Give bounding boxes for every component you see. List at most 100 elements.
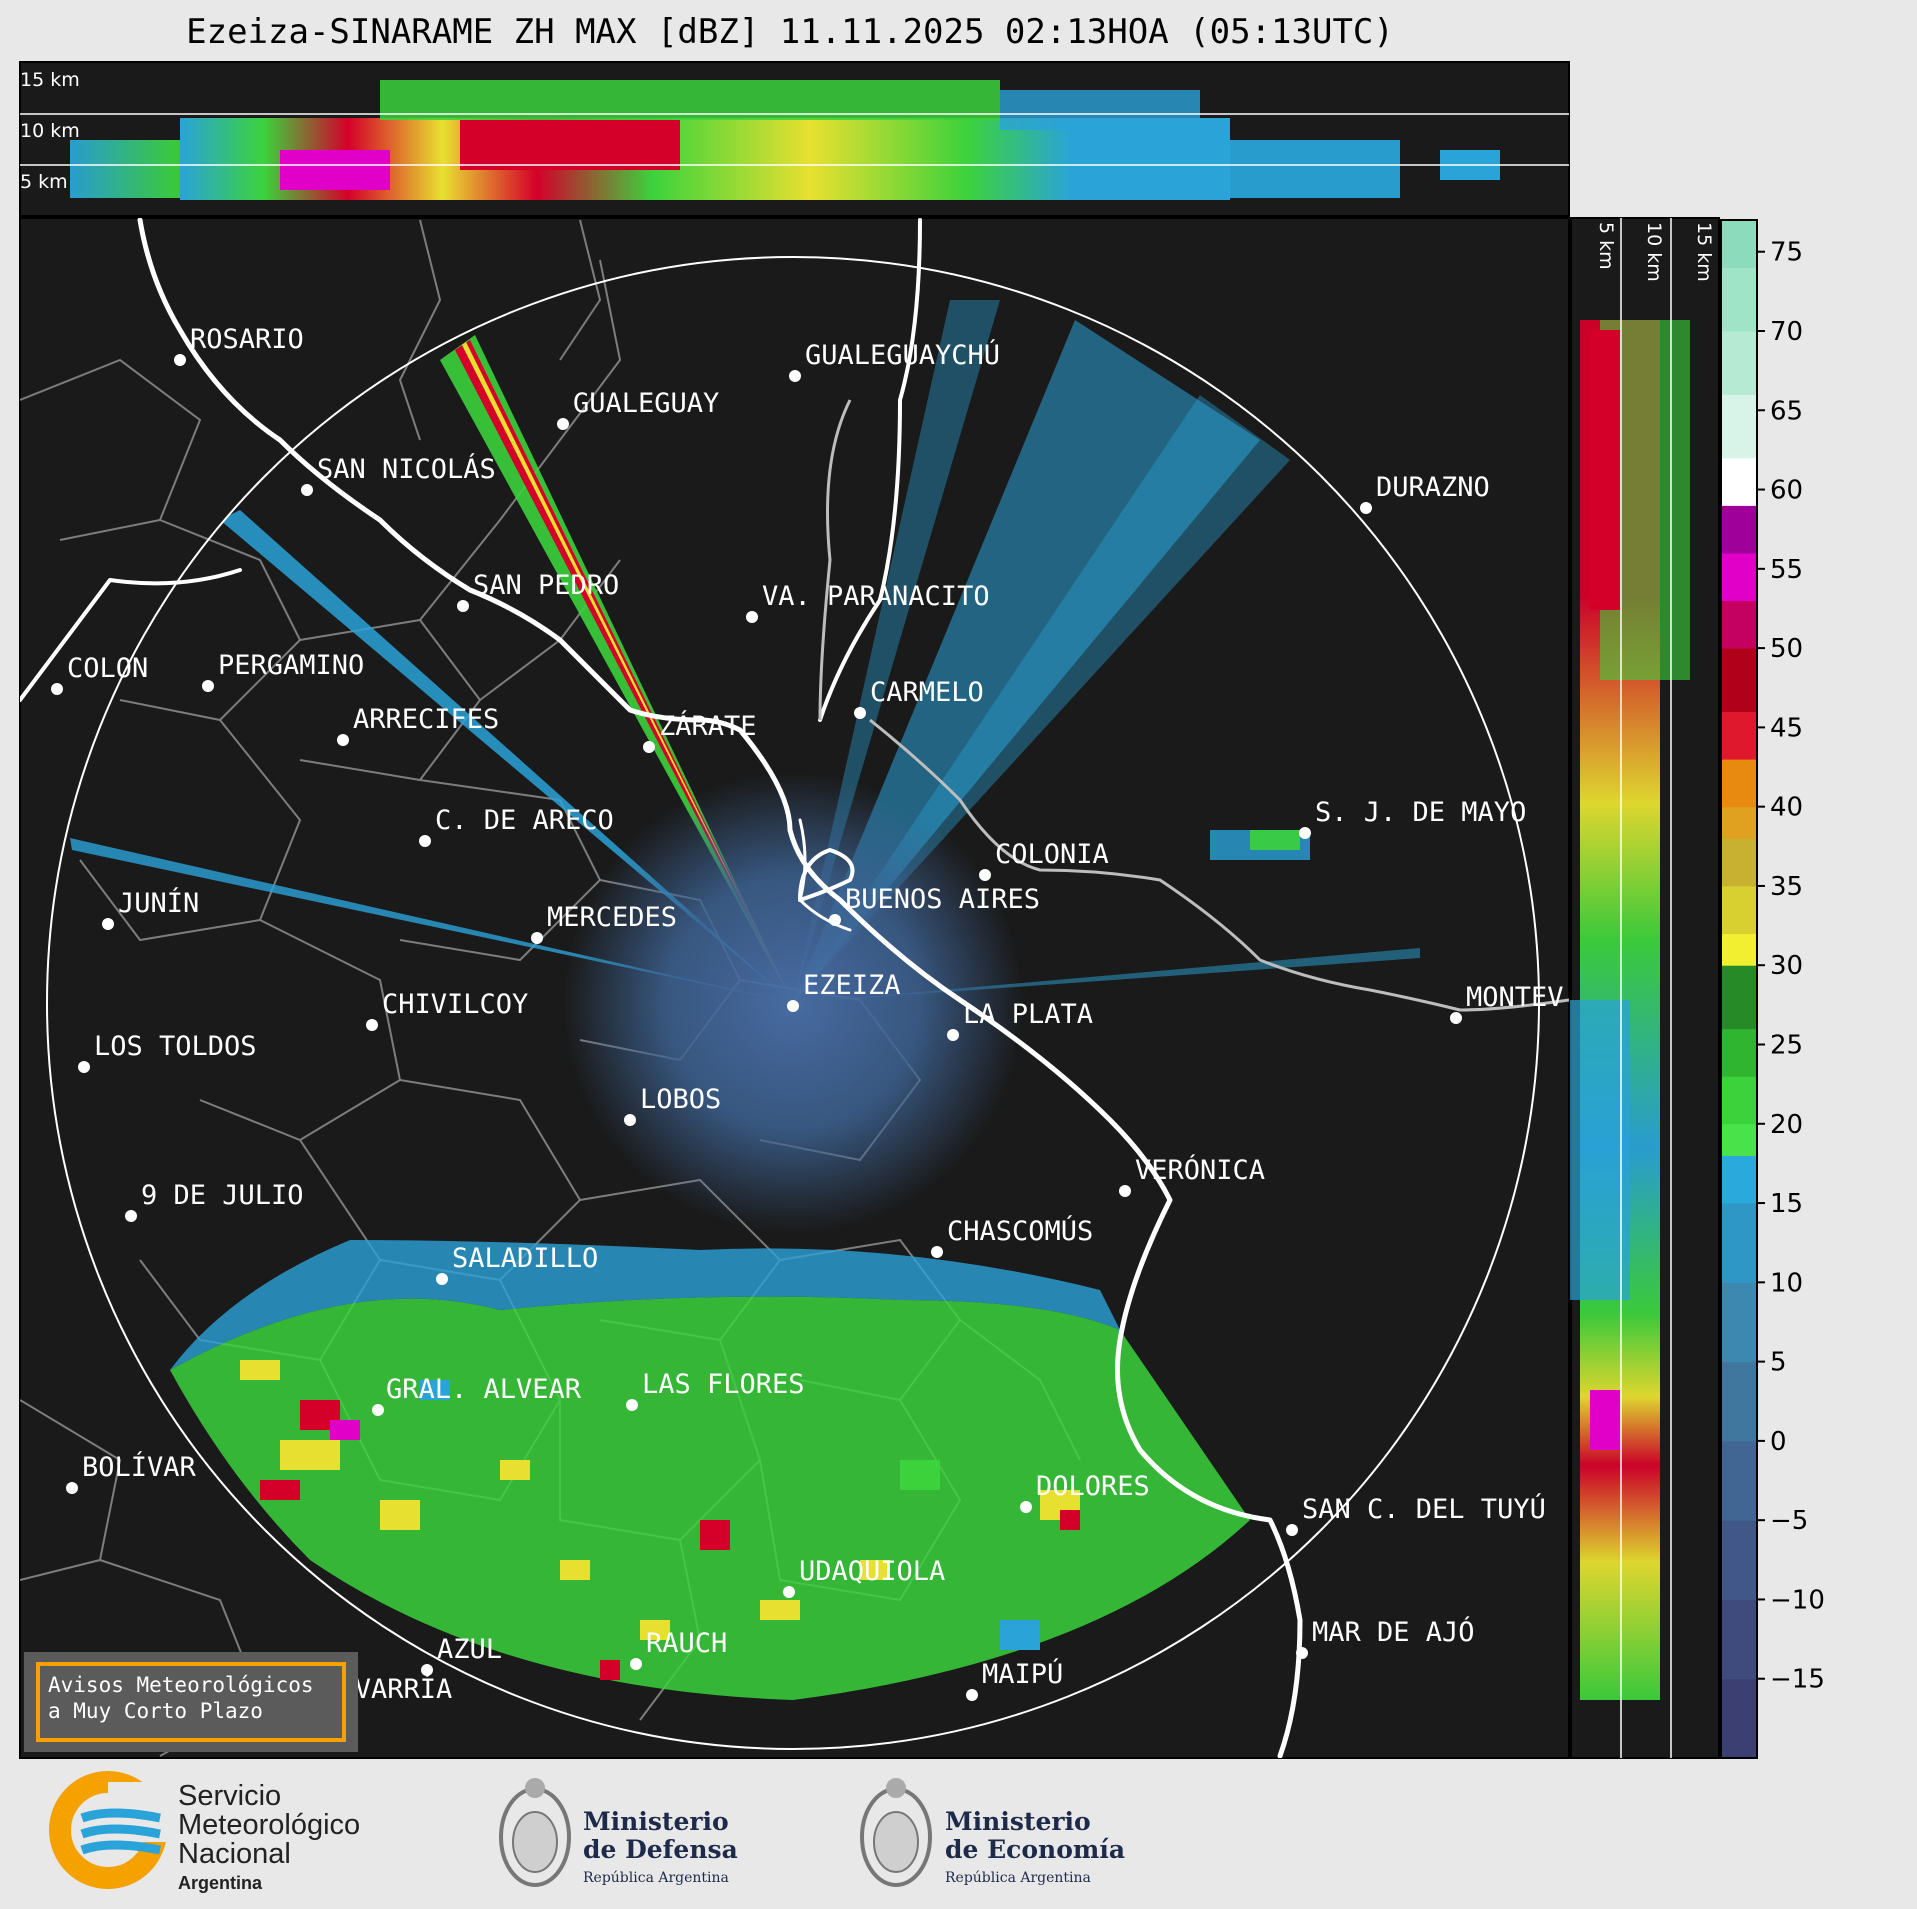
city-dot [1360, 502, 1372, 514]
city-label: COLON [67, 653, 148, 684]
city-label: BUENOS AIRES [845, 884, 1040, 915]
echo-cell [600, 1660, 620, 1680]
city-label: DOLORES [1036, 1471, 1150, 1502]
smn-line: Servicio [178, 1780, 282, 1812]
colorbar-tick-label: 60 [1770, 476, 1803, 506]
side-echo-core [1590, 1390, 1620, 1450]
city-label: LOBOS [640, 1084, 721, 1115]
city-label: GRAL. ALVEAR [386, 1374, 582, 1405]
echo-cell [900, 1460, 940, 1490]
radar-echoes [70, 300, 1420, 1700]
city-label: LOS TOLDOS [94, 1031, 257, 1062]
city-dot [626, 1399, 638, 1411]
echo-cell [700, 1520, 730, 1550]
colorbar-band [1721, 838, 1757, 887]
economia-logo-text: Ministerio de Economía República Argenti… [945, 1808, 1125, 1892]
city-dot [125, 1210, 137, 1222]
colorbar-tick-label: 5 [1770, 1348, 1787, 1378]
radar-map: ROSARIO GUALEGUAYCHÚ GUALEGUAY SAN NICOLÁS D… [19, 217, 1570, 1759]
colorbar-tick-label: −10 [1770, 1585, 1825, 1615]
echo-cell [1060, 1510, 1080, 1530]
city-dot [931, 1246, 943, 1258]
city-dot [746, 611, 758, 623]
city-label: MAR DE AJÓ [1312, 1616, 1475, 1648]
city-label: CHIVILCOY [382, 989, 528, 1020]
side-level-label: 15 km [1693, 222, 1715, 282]
city-dot [436, 1273, 448, 1285]
city-dot [531, 932, 543, 944]
colorbar-tick-label: 75 [1770, 238, 1803, 268]
city-dot [366, 1019, 378, 1031]
city-label: MONTEV [1466, 982, 1564, 1013]
defensa-line: Ministerio [583, 1807, 729, 1836]
boundary-line [559, 219, 602, 361]
colorbar-band [1721, 648, 1757, 713]
city-dot [301, 484, 313, 496]
side-echo-mid [1570, 1000, 1630, 1300]
colorbar-band [1721, 885, 1757, 935]
colorbar-tick-label: −5 [1770, 1506, 1808, 1536]
colorbar-band [1721, 330, 1757, 395]
top-level-label: 15 km [20, 69, 80, 91]
colorbar-tick-label: 35 [1770, 872, 1803, 902]
range-ring [46, 256, 1540, 1750]
city-label: VA. PARANACITO [762, 581, 990, 612]
city-dot [457, 600, 469, 612]
economia-line: República Argentina [945, 1870, 1091, 1886]
side-echo-core [1590, 330, 1620, 610]
echo-cell [560, 1560, 590, 1580]
colorbar-band [1721, 1028, 1757, 1077]
city-dot [419, 835, 431, 847]
colorbar-band [1721, 1155, 1757, 1204]
colorbar-band [1721, 1440, 1757, 1521]
chart-title: Ezeiza-SINARAME ZH MAX [dBZ] 11.11.2025 … [186, 12, 1394, 52]
uruguay-coast [818, 399, 1569, 1012]
city-dot [1296, 1647, 1308, 1659]
city-dot [372, 1404, 384, 1416]
colorbar-tick-label: 45 [1770, 713, 1803, 743]
top-level-label: 10 km [20, 120, 80, 142]
echo-cell [380, 1500, 420, 1530]
city-label: COLONIA [995, 839, 1109, 870]
colorbar-band [1721, 220, 1757, 269]
footer-logos [49, 1771, 932, 1889]
city-dot [789, 370, 801, 382]
city-dot [51, 683, 63, 695]
city-label: 9 DE JULIO [141, 1180, 304, 1211]
colorbar-band [1721, 806, 1757, 839]
city-dot [783, 1586, 795, 1598]
echo-cell [1000, 1620, 1040, 1650]
city-dot [202, 680, 214, 692]
city-dot [787, 1000, 799, 1012]
city-label: ZÁRATE [659, 710, 757, 742]
city-label: SAN PEDRO [473, 570, 619, 601]
city-label: CARMELO [870, 677, 984, 708]
colorbar-tick-label: 70 [1770, 317, 1803, 347]
smn-line: Argentina [178, 1873, 263, 1893]
colorbar-band [1721, 711, 1757, 760]
colorbar-tick-label: 55 [1770, 555, 1803, 585]
colorbar-band [1721, 552, 1757, 602]
top-level-label: 5 km [20, 171, 68, 193]
city-label: LA PLATA [963, 999, 1093, 1030]
city-markers: ROSARIO GUALEGUAYCHÚ GUALEGUAY SAN NICOLÁS D… [51, 324, 1564, 1716]
colorbar-band [1721, 1678, 1757, 1759]
colorbar-tick-label: 0 [1770, 1427, 1787, 1457]
colorbar-band [1721, 1203, 1757, 1283]
city-dot [78, 1061, 90, 1073]
echo-cell [240, 1360, 280, 1380]
echo-cell [260, 1480, 300, 1500]
echo-cell [1250, 830, 1300, 850]
colorbar-band [1721, 965, 1757, 1030]
city-label: GUALEGUAY [573, 388, 719, 419]
city-label: BOLÍVAR [82, 1451, 197, 1483]
boundary-line [20, 1399, 122, 1581]
notice-line1: Avisos Meteorológicos [48, 1673, 314, 1697]
city-label: ARRECIFES [353, 704, 499, 735]
notice-line2: a Muy Corto Plazo [48, 1699, 263, 1723]
city-label: MAIPÚ [982, 1658, 1063, 1690]
city-dot [1119, 1185, 1131, 1197]
